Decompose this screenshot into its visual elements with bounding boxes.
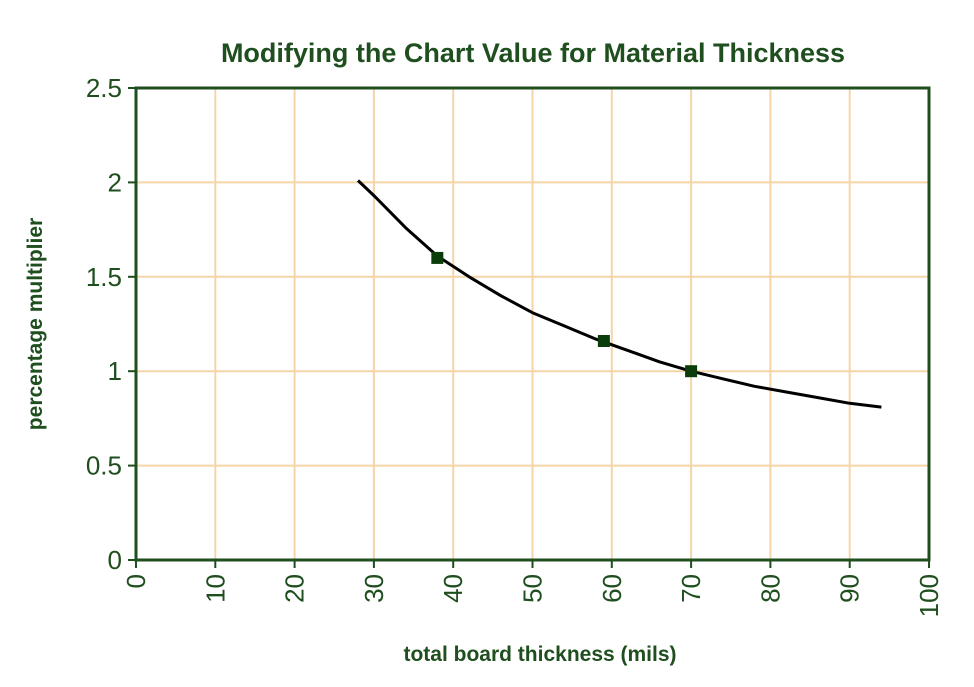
y-axis-title: percentage multiplier <box>24 218 47 430</box>
y-tick-label: 2 <box>108 167 122 197</box>
chart-title: Modifying the Chart Value for Material T… <box>221 38 845 68</box>
data-point-markers <box>431 251 698 378</box>
y-tick-label: 1 <box>108 356 122 386</box>
x-tick-label: 60 <box>597 574 627 603</box>
y-axis-ticks: 0 0.5 1 1.5 2 2.5 <box>86 73 136 575</box>
x-tick-label: 30 <box>359 574 389 603</box>
x-tick-label: 0 <box>121 574 151 588</box>
trendline-series <box>356 179 882 409</box>
x-tick-label: 90 <box>835 574 865 603</box>
x-axis-title: total board thickness (mils) <box>403 643 676 666</box>
x-tick-label: 20 <box>280 574 310 603</box>
x-tick-label: 70 <box>676 574 706 603</box>
y-tick-label: 2.5 <box>86 73 122 103</box>
y-tick-label: 0 <box>108 545 122 575</box>
x-tick-label: 40 <box>438 574 468 603</box>
data-point <box>685 365 698 378</box>
data-point <box>597 334 610 347</box>
data-point <box>431 251 444 264</box>
x-tick-label: 100 <box>914 574 944 617</box>
x-tick-label: 10 <box>200 574 230 603</box>
x-axis-ticks: 0 10 20 30 40 50 60 70 80 90 100 <box>121 560 944 617</box>
gridlines <box>135 87 930 561</box>
x-tick-label: 80 <box>755 574 785 603</box>
x-tick-label: 50 <box>518 574 548 603</box>
y-tick-label: 1.5 <box>86 262 122 292</box>
y-tick-label: 0.5 <box>86 451 122 481</box>
